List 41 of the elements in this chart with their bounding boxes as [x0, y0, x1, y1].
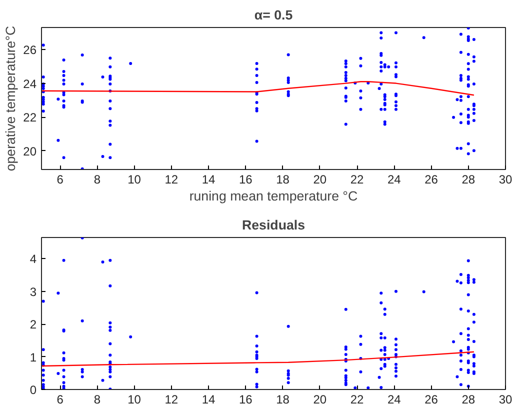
x-tick-label: 18: [276, 172, 290, 186]
x-tick-label: 10: [128, 392, 142, 406]
y-tick-label: 20: [23, 144, 37, 158]
x-tick-label: 14: [202, 392, 216, 406]
y-tick-label: 3: [30, 284, 37, 299]
x-tick-label: 30: [498, 392, 512, 406]
x-tick-label: 24: [387, 392, 402, 406]
x-axis-title: runing mean temperature °C: [189, 188, 358, 204]
y-tick-label: 1: [30, 350, 37, 364]
line-series: [42, 80, 475, 96]
x-tick-label: 12: [164, 172, 178, 186]
x-tick-label: 20: [313, 392, 327, 406]
x-tick-label: 18: [276, 392, 290, 406]
x-tick-label: 28: [462, 172, 476, 186]
x-tick-label: 20: [313, 172, 327, 186]
x-tick-label: 12: [164, 392, 178, 406]
y-tick-label: 2: [30, 318, 37, 332]
x-tick-label: 16: [238, 392, 253, 406]
y-axis-title: operative temperature°C: [3, 25, 18, 172]
x-tick-label: 22: [350, 392, 364, 406]
x-tick-label: 26: [424, 392, 438, 406]
x-tick-label: 22: [350, 172, 364, 186]
chart-title: α= 0.5: [254, 8, 294, 22]
y-tick-label: 24: [23, 76, 37, 91]
x-tick-label: 8: [94, 172, 101, 186]
y-tick-label: 4: [30, 252, 37, 266]
y-tick-label: 22: [23, 110, 37, 125]
x-tick-label: 6: [56, 172, 64, 186]
x-tick-label: 26: [424, 172, 438, 186]
x-tick-label: 6: [56, 392, 64, 406]
x-tick-label: 8: [94, 392, 101, 406]
x-tick-label: 28: [462, 392, 476, 406]
x-tick-label: 16: [238, 172, 253, 186]
chart-title: Residuals: [242, 218, 305, 232]
y-tick-label: 0: [30, 383, 37, 397]
y-tick-label: 26: [23, 42, 37, 57]
x-tick-label: 30: [498, 172, 512, 186]
x-tick-label: 10: [128, 172, 142, 186]
x-tick-label: 24: [387, 172, 402, 186]
x-tick-label: 14: [202, 172, 216, 186]
line-series: [42, 351, 475, 367]
